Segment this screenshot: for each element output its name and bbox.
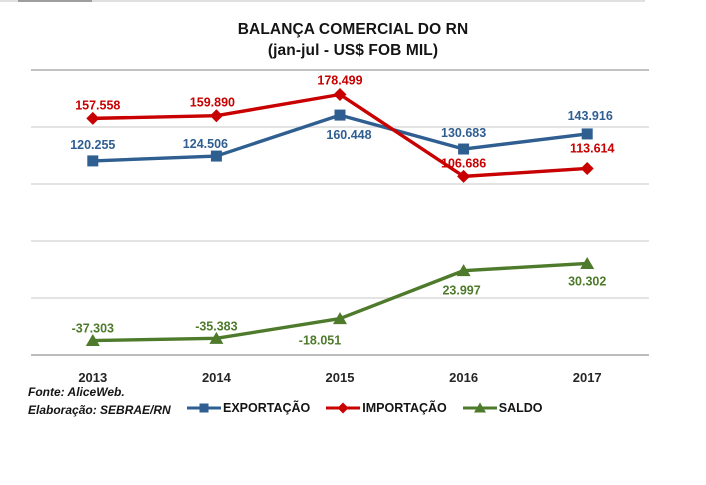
importacao-data-label: 113.614 xyxy=(570,141,615,155)
saldo-marker xyxy=(333,312,347,325)
chart-legend: EXPORTAÇÃO IMPORTAÇÃO SALDO xyxy=(186,401,543,415)
exportacao-data-label: 130.683 xyxy=(441,126,486,140)
exportacao-marker xyxy=(334,109,346,121)
importacao-data-label: 159.890 xyxy=(190,96,235,110)
x-axis-label: 2017 xyxy=(573,370,602,385)
chart-title-line2: (jan-jul - US$ FOB MIL) xyxy=(267,42,439,59)
chart-footer: Fonte: AliceWeb. Elaboração: SEBRAE/RN xyxy=(28,384,171,419)
importacao-marker xyxy=(457,169,471,183)
elaboration-note: Elaboração: SEBRAE/RN xyxy=(28,402,171,417)
saldo-line xyxy=(91,261,589,343)
exportacao-marker xyxy=(458,143,470,155)
exportacao-data-label: 160.448 xyxy=(326,128,371,142)
saldo-data-label: 23.997 xyxy=(442,284,480,298)
chart-title-line1: BALANÇA COMERCIAL DO RN xyxy=(237,21,469,38)
importacao-marker xyxy=(209,109,223,123)
exportacao-data-label: 124.506 xyxy=(183,137,228,151)
exportacao-marker xyxy=(87,155,99,167)
chart-title: BALANÇA COMERCIAL DO RN (jan-jul - US$ F… xyxy=(0,19,706,61)
importacao-data-label: 157.558 xyxy=(75,98,120,112)
saldo-marker xyxy=(456,264,471,277)
saldo-marker xyxy=(209,331,224,344)
importacao-data-label: 106.686 xyxy=(441,156,486,170)
saldo-legend-triangle-icon xyxy=(462,402,497,413)
legend-label-exportacao: EXPORTAÇÃO xyxy=(223,401,311,415)
importacao-marker xyxy=(580,161,594,175)
exportacao-marker xyxy=(581,128,593,140)
source-note: Fonte: AliceWeb. xyxy=(28,385,125,399)
saldo-data-label: -35.383 xyxy=(195,319,237,333)
exportacao-legend-square-icon xyxy=(187,403,221,413)
legend-item-importacao: IMPORTAÇÃO xyxy=(325,401,447,415)
x-axis-label: 2013 xyxy=(78,370,107,385)
legend-label-importacao: IMPORTAÇÃO xyxy=(362,401,447,415)
saldo-data-label: 30.302 xyxy=(568,274,606,288)
legend-item-saldo: SALDO xyxy=(462,401,543,415)
saldo-marker xyxy=(580,256,595,269)
exportacao-marker xyxy=(210,150,222,162)
legend-item-exportacao: EXPORTAÇÃO xyxy=(186,401,310,415)
importacao-legend-diamond-icon xyxy=(326,402,361,414)
x-axis-label: 2014 xyxy=(202,370,232,385)
saldo-data-label: -37.303 xyxy=(72,322,114,336)
exportacao-data-label: 120.255 xyxy=(70,138,115,152)
x-axis-label: 2015 xyxy=(326,370,355,385)
importacao-marker xyxy=(333,88,347,102)
saldo-data-label: -18.051 xyxy=(299,334,341,348)
legend-label-saldo: SALDO xyxy=(498,401,543,415)
importacao-marker xyxy=(86,111,100,125)
exportacao-data-label: 143.916 xyxy=(568,109,613,123)
x-axis-label: 2016 xyxy=(449,370,478,385)
saldo-marker xyxy=(85,334,100,347)
importacao-data-label: 178.499 xyxy=(317,74,362,88)
